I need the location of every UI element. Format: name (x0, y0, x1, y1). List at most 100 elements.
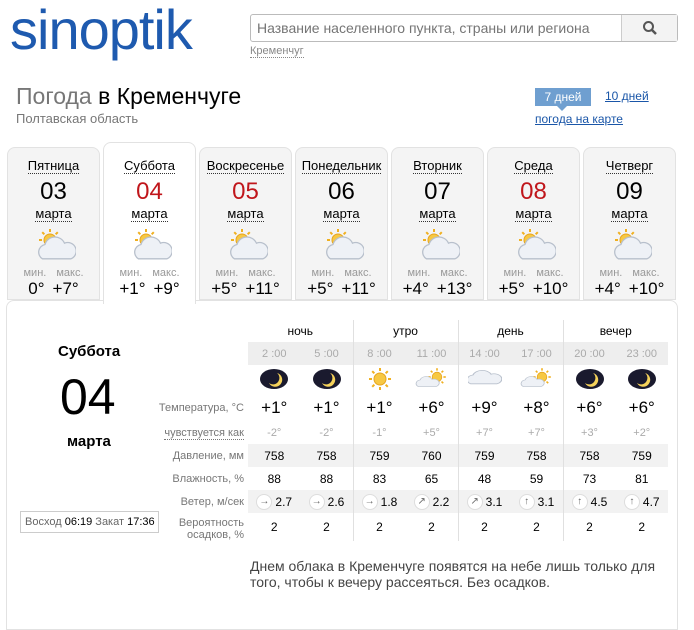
hourly-table: ночь утро день вечер 2 :00 5 :00 8 :00 11 :00 14… (150, 320, 668, 541)
feels-like-label[interactable]: чувствуется как (164, 426, 244, 440)
day-date: 06 (328, 178, 355, 205)
day-month: марта (227, 206, 264, 222)
wind-cell: ↑ 3.1 (510, 490, 563, 513)
page-title: Погода в Кременчуге (16, 83, 241, 110)
time-cell: 8 :00 (352, 342, 406, 365)
temp-cell: +1° (352, 395, 406, 421)
precip-cell: 2 (562, 513, 616, 541)
min-temp: +4° (594, 279, 621, 298)
weather-map-link[interactable]: погода на карте (535, 112, 623, 126)
day-tab-1[interactable]: Суббота 04 марта мин. макс. +1° +9° (103, 142, 196, 304)
day-tab-3[interactable]: Понедельник 06 марта мин. макс. +5° +11° (295, 147, 388, 300)
sun-icon (367, 367, 393, 395)
day-month: марта (515, 206, 552, 222)
icon-cell (511, 365, 564, 395)
time-label: 23 :00 (626, 347, 658, 360)
sinoptik-logo[interactable]: sinoptik (10, 0, 193, 61)
sun-cloud-icon (415, 367, 449, 395)
day-date: 07 (424, 178, 451, 205)
wind-label: Ветер, м/сек (180, 495, 244, 508)
feels-cell: -2° (248, 421, 301, 444)
temp-cell: +8° (511, 395, 564, 421)
temp-value: +1° (366, 398, 393, 417)
moon-icon (312, 368, 342, 393)
title-city: в Кременчуге (98, 83, 242, 109)
day-tab-4[interactable]: Вторник 07 марта мин. макс. +4° +13° (391, 147, 484, 300)
day-name: Вторник (413, 158, 462, 174)
search-input[interactable] (251, 15, 621, 41)
temp-value: +1° (261, 398, 288, 417)
precip-cell: 2 (301, 513, 354, 541)
min-label: мин. (503, 267, 527, 279)
search-icon (642, 21, 657, 35)
feels-value: +2° (633, 426, 651, 439)
humidity-value: 88 (267, 471, 281, 486)
time-cell: 17 :00 (510, 342, 563, 365)
day-name: Суббота (124, 158, 175, 174)
time-cell: 5 :00 (300, 342, 353, 365)
max-label: макс. (248, 267, 276, 279)
partly-cloudy-icon (584, 227, 675, 267)
humidity-value: 65 (424, 471, 439, 486)
search-box (250, 14, 678, 42)
time-label: 8 :00 (367, 347, 392, 360)
humidity-value: 83 (372, 471, 387, 486)
day-tab-2[interactable]: Воскресенье 05 марта мин. макс. +5° +11° (199, 147, 292, 300)
wind-cell: → 2.6 (300, 490, 353, 513)
precip1-label: Вероятность (178, 517, 244, 529)
day-tab-6[interactable]: Четверг 09 марта мин. макс. +4° +10° (583, 147, 676, 300)
max-temp: +13° (436, 279, 473, 298)
time-label: 2 :00 (262, 347, 287, 360)
feels-cell: -2° (301, 421, 354, 444)
feels-value: -1° (372, 426, 387, 439)
wind-value: 2.2 (432, 495, 450, 509)
min-temp: 0° (28, 279, 45, 298)
day-tab-5[interactable]: Среда 08 марта мин. макс. +5° +10° (487, 147, 580, 300)
max-label: макс. (536, 267, 564, 279)
temp-value: +6° (418, 398, 445, 417)
wind-cell: ↗ 3.1 (457, 490, 511, 513)
weather-description: Днем облака в Кременчуге появятся на неб… (250, 558, 656, 590)
day-name: Среда (514, 158, 553, 174)
moon-icon (575, 368, 605, 393)
icon-cell (406, 365, 459, 395)
pressure-value: 758 (264, 448, 285, 463)
wind-cell: → 2.7 (248, 490, 301, 513)
day-month: марта (419, 206, 456, 222)
min-temp: +5° (307, 279, 334, 298)
period-2: день (457, 320, 563, 342)
detail-date: 04 (60, 369, 116, 425)
feels-value: -2° (267, 426, 282, 439)
range-10-days[interactable]: 10 дней (605, 89, 649, 103)
feels-value: +7° (528, 426, 545, 439)
pressure-value: 760 (421, 448, 442, 463)
temp-value: +9° (471, 398, 498, 417)
precip2-label: осадков, % (187, 529, 244, 541)
wind-value: 3.1 (537, 495, 555, 509)
humidity-cell: 48 (457, 467, 511, 490)
feels-cell: +3° (562, 421, 616, 444)
day-name: Воскресенье (206, 158, 285, 174)
pressure-value: 759 (631, 448, 652, 463)
feels-cell: +7° (511, 421, 564, 444)
min-temp: +5° (498, 279, 525, 298)
max-temp: +10° (532, 279, 569, 298)
precip-value: 2 (428, 520, 435, 534)
search-button[interactable] (621, 15, 677, 41)
pressure-label: Давление, мм (172, 449, 244, 462)
precip-value: 2 (376, 520, 383, 534)
detail-day-name: Суббота (58, 343, 121, 360)
max-label: макс. (152, 267, 180, 279)
feels-value: -2° (319, 426, 334, 439)
cloud-icon (466, 369, 502, 393)
pressure-cell: 758 (510, 444, 563, 467)
partly-cloudy-icon (488, 227, 579, 267)
pressure-value: 759 (369, 448, 390, 463)
day-tab-0[interactable]: Пятница 03 марта мин. макс. 0° +7° (7, 147, 100, 300)
wind-direction-icon: → (308, 494, 325, 510)
recent-city-link[interactable]: Кременчуг (250, 45, 304, 58)
wind-cell: ↗ 2.2 (405, 490, 458, 513)
precip-cell: 2 (511, 513, 564, 541)
range-7-days[interactable]: 7 дней (535, 88, 591, 111)
icon-cell (457, 365, 511, 395)
